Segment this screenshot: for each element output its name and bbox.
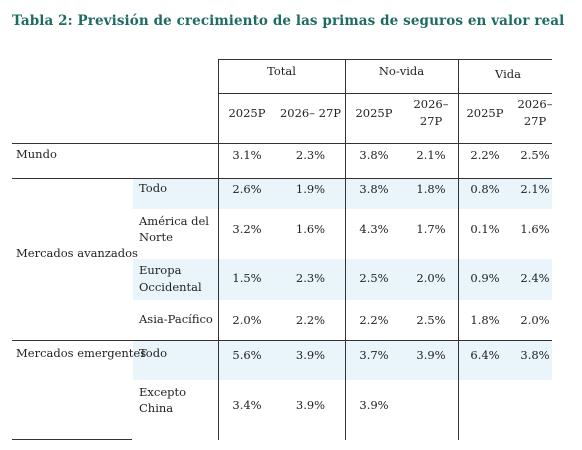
value-america-4: 0.1% — [470, 222, 500, 236]
value-mundo-novida-2025: 3.8% — [359, 148, 389, 162]
value-avz-todo-1: 1.9% — [295, 182, 326, 196]
row-label-america-2: Norte — [139, 230, 173, 244]
vrule-vida — [458, 59, 459, 440]
value-emg-todo-0: 5.6% — [232, 348, 262, 362]
value-europa-1: 2.3% — [295, 271, 326, 285]
value-avz-todo-3: 1.8% — [416, 182, 446, 196]
value-mundo-novida-2026: 2.1% — [416, 148, 446, 162]
value-america-3: 1.7% — [416, 222, 446, 236]
value-america-5: 1.6% — [520, 222, 550, 236]
rule-group-bottom — [218, 93, 552, 94]
row-label-excepto-1: Excepto — [139, 385, 187, 399]
table-title: Tabla 2: Previsión de crecimiento de las… — [12, 13, 565, 29]
row-label-europa-1: Europa — [139, 263, 182, 277]
period-total-2026: 2026– 27P — [279, 106, 342, 120]
value-mundo-vida-2025: 2.2% — [470, 148, 500, 162]
value-asia-5: 2.0% — [520, 313, 550, 327]
band-emergentes-todo — [133, 341, 552, 380]
period-vida-2025: 2025P — [466, 106, 504, 120]
row-label-excepto-2: China — [139, 401, 174, 415]
rule-table-bottom — [12, 439, 132, 440]
group-header-novida: No-vida — [378, 64, 425, 78]
value-avz-todo-4: 0.8% — [470, 182, 500, 196]
value-europa-3: 2.0% — [416, 271, 446, 285]
period-total-2025: 2025P — [228, 106, 266, 120]
vrule-total — [218, 59, 219, 440]
group-label-avanzados: Mercados avanzados — [16, 246, 138, 260]
value-excepto-2: 3.9% — [359, 398, 389, 412]
rule-header-bottom — [12, 143, 552, 144]
value-avz-todo-0: 2.6% — [232, 182, 262, 196]
row-label-asia: Asia-Pacífico — [139, 312, 213, 326]
value-emg-todo-5: 3.8% — [520, 348, 550, 362]
band-europa — [133, 259, 552, 300]
rule-after-mundo — [12, 178, 552, 179]
period-novida-2026-b: 27P — [419, 114, 443, 128]
period-vida-2026-b: 27P — [523, 114, 547, 128]
value-asia-3: 2.5% — [416, 313, 446, 327]
value-america-2: 4.3% — [359, 222, 389, 236]
period-novida-2026-a: 2026– — [413, 97, 449, 111]
vrule-novida — [345, 59, 346, 440]
period-vida-2026-a: 2026– — [517, 97, 553, 111]
row-label-mundo: Mundo — [16, 147, 57, 161]
group-header-total: Total — [267, 64, 296, 78]
group-header-vida: Vida — [495, 67, 521, 81]
period-novida-2025: 2025P — [355, 106, 393, 120]
row-label-emergentes-todo: Todo — [139, 346, 167, 360]
value-emg-todo-1: 3.9% — [295, 348, 326, 362]
value-emg-todo-3: 3.9% — [416, 348, 446, 362]
band-avanzados-todo — [133, 178, 552, 209]
value-excepto-0: 3.4% — [232, 398, 262, 412]
rule-header-top — [218, 59, 552, 60]
group-label-emergentes: Mercados emergentes — [16, 346, 147, 360]
value-avz-todo-5: 2.1% — [520, 182, 550, 196]
value-asia-0: 2.0% — [232, 313, 262, 327]
rule-after-avanzados — [12, 340, 552, 341]
value-europa-5: 2.4% — [520, 271, 550, 285]
value-america-1: 1.6% — [295, 222, 326, 236]
value-avz-todo-2: 3.8% — [359, 182, 389, 196]
value-emg-todo-2: 3.7% — [359, 348, 389, 362]
value-excepto-1: 3.9% — [295, 398, 326, 412]
value-asia-4: 1.8% — [470, 313, 500, 327]
value-europa-2: 2.5% — [359, 271, 389, 285]
value-mundo-total-2025: 3.1% — [232, 148, 262, 162]
value-mundo-total-2026: 2.3% — [295, 148, 326, 162]
value-asia-1: 2.2% — [295, 313, 326, 327]
row-label-avanzados-todo: Todo — [139, 181, 167, 195]
value-asia-2: 2.2% — [359, 313, 389, 327]
value-emg-todo-4: 6.4% — [470, 348, 500, 362]
value-europa-4: 0.9% — [470, 271, 500, 285]
value-europa-0: 1.5% — [232, 271, 262, 285]
value-mundo-vida-2026: 2.5% — [520, 148, 550, 162]
value-america-0: 3.2% — [232, 222, 262, 236]
row-label-america-1: América del — [139, 214, 209, 228]
row-label-europa-2: Occidental — [139, 280, 202, 294]
